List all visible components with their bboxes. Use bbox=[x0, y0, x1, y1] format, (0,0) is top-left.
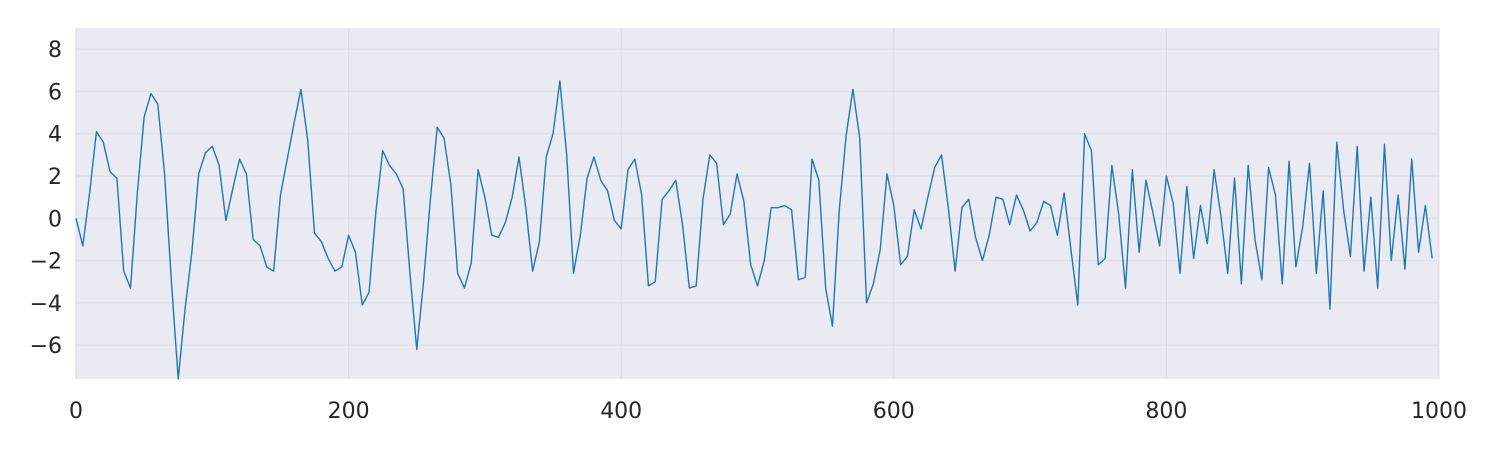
y-tick-label: 2 bbox=[48, 165, 62, 190]
y-tick-label: −6 bbox=[30, 334, 62, 359]
series-line bbox=[75, 80, 1433, 380]
plot-background bbox=[76, 28, 1439, 379]
x-tick-label: 0 bbox=[69, 399, 83, 424]
y-tick-label: −4 bbox=[30, 292, 62, 317]
y-tick-label: 0 bbox=[48, 207, 62, 232]
y-tick-label: 4 bbox=[48, 123, 62, 148]
y-tick-label: 8 bbox=[48, 38, 62, 63]
x-tick-label: 800 bbox=[1145, 399, 1187, 424]
y-axis-tick-labels: 8 6 4 2 0 −2 −4 −6 bbox=[30, 38, 62, 359]
y-tick-label: −2 bbox=[30, 250, 62, 275]
x-tick-label: 400 bbox=[600, 399, 642, 424]
x-axis-tick-labels: 0 200 400 600 800 1000 bbox=[69, 399, 1467, 424]
grid-lines bbox=[75, 28, 1440, 379]
y-tick-label: 6 bbox=[48, 80, 62, 105]
x-tick-label: 600 bbox=[873, 399, 915, 424]
series-layer bbox=[75, 80, 1433, 380]
x-tick-label: 200 bbox=[328, 399, 370, 424]
x-tick-label: 1000 bbox=[1411, 399, 1467, 424]
